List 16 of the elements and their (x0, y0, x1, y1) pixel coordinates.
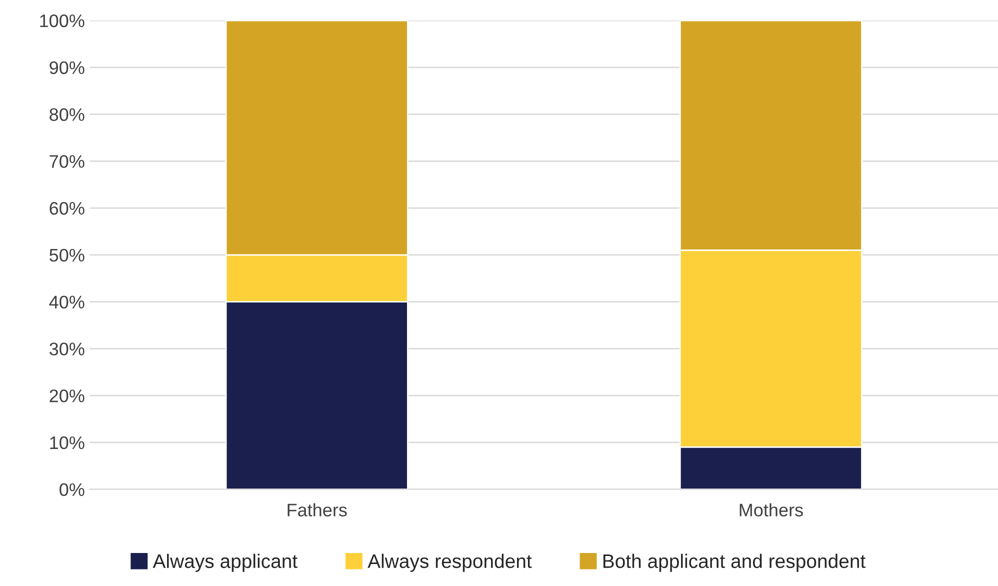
y-tick-label: 30% (50, 342, 84, 356)
x-tick-label: Mothers (740, 503, 803, 516)
y-tick-label: 40% (49, 296, 84, 309)
y-tick-label: 0% (60, 483, 84, 496)
legend-label: Always applicant (152, 554, 298, 572)
legend-label: Both applicant and respondent (603, 554, 866, 572)
y-tick-label: 60% (50, 202, 84, 215)
y-tick-label: 100% (40, 14, 84, 28)
y-tick-label: 90% (50, 61, 84, 74)
y-tick-label: 10% (50, 436, 84, 450)
legend-label: Always respondent (368, 554, 532, 572)
y-tick-label: 80% (50, 108, 84, 121)
y-tick-label: 70% (50, 155, 84, 168)
x-tick-label: Fathers (288, 503, 347, 516)
y-tick-label: 20% (50, 389, 84, 402)
y-tick-label: 50% (50, 248, 84, 262)
